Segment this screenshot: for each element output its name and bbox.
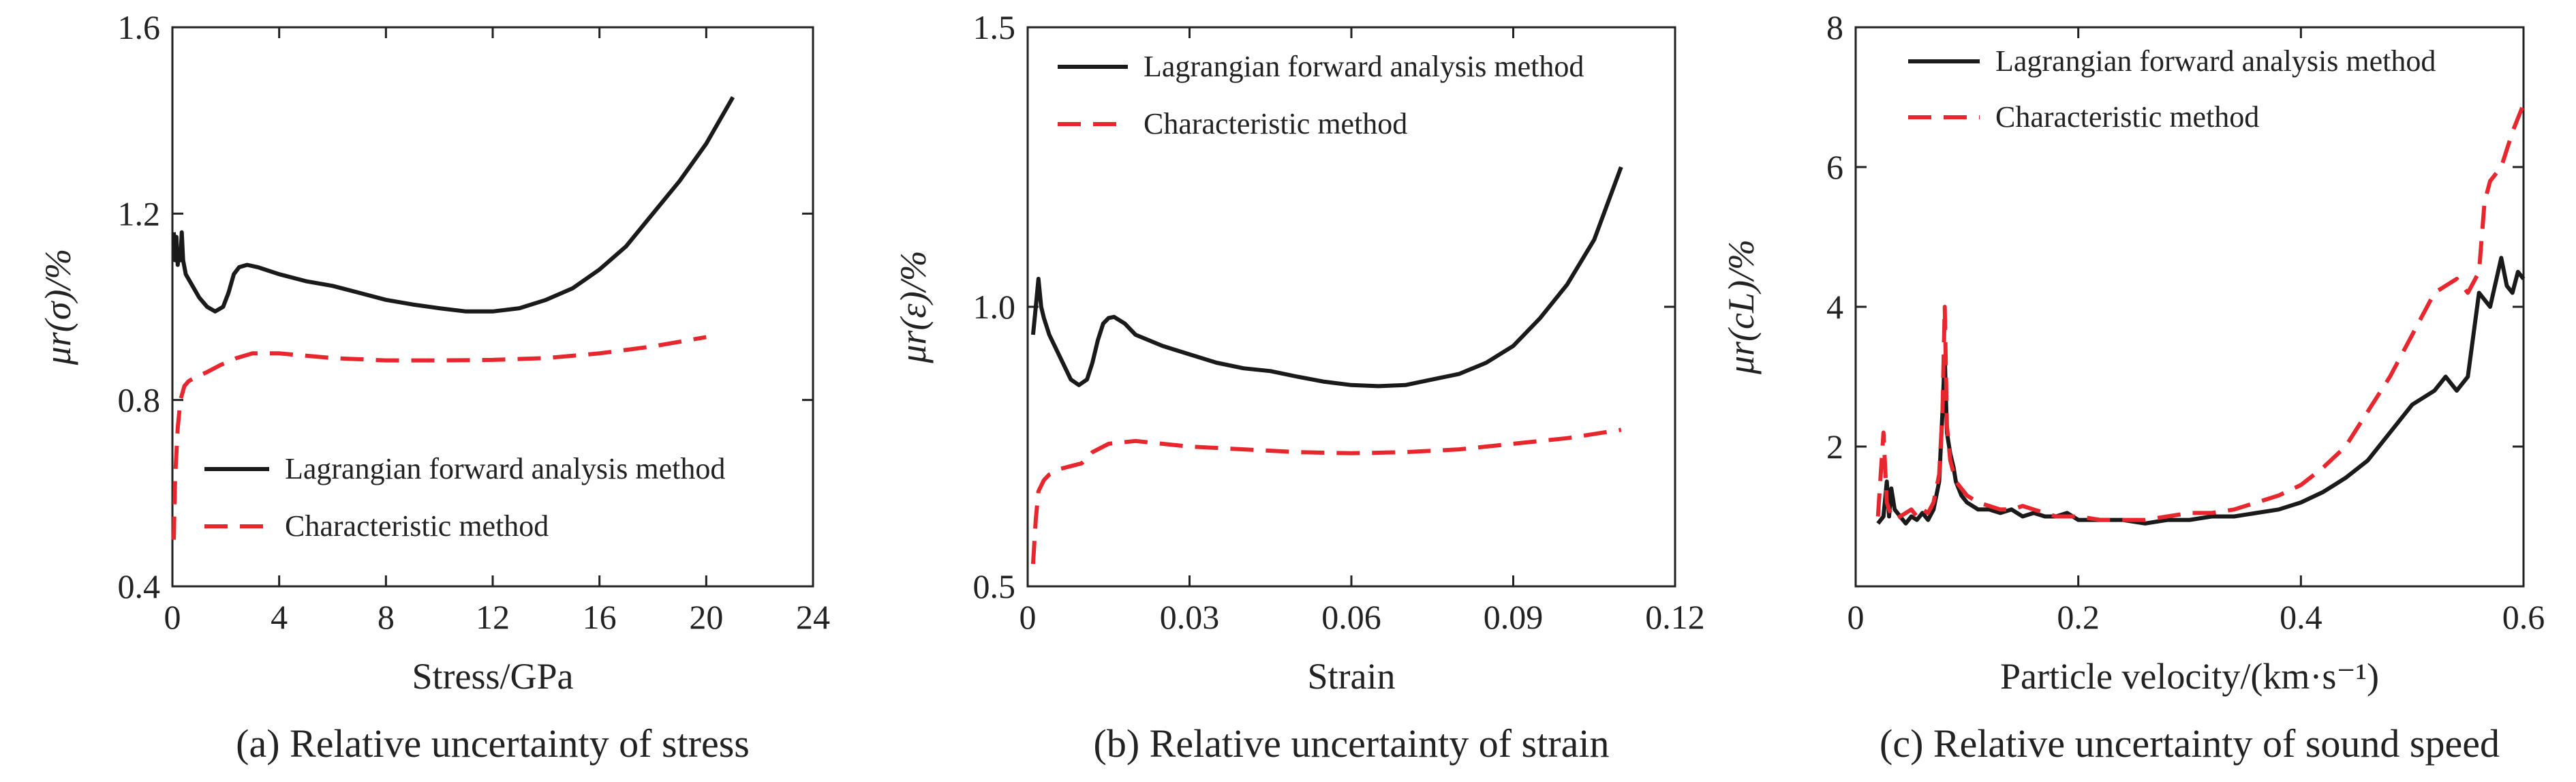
x-tick-label: 0.06	[1321, 598, 1381, 636]
y-tick-label: 2	[1826, 427, 1843, 466]
y-tick-label: 1.0	[973, 288, 1016, 326]
x-tick-label: 0	[1847, 598, 1865, 636]
x-tick-label: 0.4	[2280, 598, 2322, 636]
y-axis-title: μr(cL)/%	[1721, 239, 1762, 375]
panel-b-strain: 0 0.03 0.06 0.09 0.12 0.5 1.0 1.5 Lagrangian for…	[893, 8, 1705, 766]
x-tick-label: 16	[583, 598, 617, 636]
legend-label: Lagrangian forward analysis method	[285, 452, 725, 485]
series-line-lagrangian	[1030, 166, 1623, 389]
x-tick-label: 0.2	[2057, 598, 2100, 636]
legend-label: Characteristic method	[285, 509, 549, 543]
x-tick-label: 20	[689, 598, 723, 636]
legend-label: Characteristic method	[1144, 107, 1407, 140]
y-tick-label: 6	[1826, 148, 1843, 186]
x-tick-label: 24	[796, 598, 830, 636]
x-tick-label: 12	[476, 598, 510, 636]
panel-a-stress: 0 4 8 12 16 20 24 0.4 0.8 1.2 1.6 Lagrangian forwar…	[37, 8, 830, 766]
x-tick-label: 0.03	[1160, 598, 1220, 636]
y-axis-title: μr(ε)/%	[893, 250, 934, 363]
x-axis-title: Stress/GPa	[412, 656, 573, 697]
x-axis-title: Strain	[1308, 656, 1396, 697]
series-line-characteristic	[1030, 427, 1622, 565]
panel-caption: (c) Relative uncertainty of sound speed	[1880, 721, 2500, 766]
x-tick-label: 0	[164, 598, 181, 636]
y-tick-label: 0.5	[973, 567, 1016, 605]
y-tick-label: 1.6	[118, 8, 161, 46]
series-line-lagrangian	[172, 96, 735, 314]
y-tick-label: 4	[1826, 288, 1843, 326]
legend-label: Characteristic method	[1995, 100, 2259, 134]
panel-caption: (a) Relative uncertainty of stress	[236, 721, 750, 766]
y-tick-label: 0.8	[118, 381, 161, 419]
x-tick-label: 8	[378, 598, 395, 636]
series-line-lagrangian	[1876, 256, 2526, 526]
series-line-characteristic	[172, 335, 707, 540]
y-tick-label: 8	[1826, 8, 1843, 46]
x-tick-label: 0.12	[1645, 598, 1705, 636]
legend-label: Lagrangian forward analysis method	[1995, 44, 2436, 78]
series-line-characteristic	[1875, 103, 2526, 522]
x-tick-label: 4	[271, 598, 288, 636]
x-tick-label: 0.6	[2502, 598, 2545, 636]
panel-c-sound-speed: 0 0.2 0.4 0.6 2 4 6 8 Lagrangian forward analysi…	[1721, 8, 2545, 766]
legend-label: Lagrangian forward analysis method	[1144, 50, 1584, 83]
x-tick-label: 0.09	[1484, 598, 1544, 636]
x-tick-label: 0	[1019, 598, 1037, 636]
y-tick-label: 0.4	[118, 567, 161, 605]
y-tick-label: 1.5	[973, 8, 1016, 46]
y-tick-label: 1.2	[118, 194, 161, 232]
y-axis-title: μr(σ)/%	[37, 249, 78, 366]
x-axis-title: Particle velocity/(km·s⁻¹)	[2000, 656, 2379, 697]
panel-caption: (b) Relative uncertainty of strain	[1094, 721, 1610, 766]
